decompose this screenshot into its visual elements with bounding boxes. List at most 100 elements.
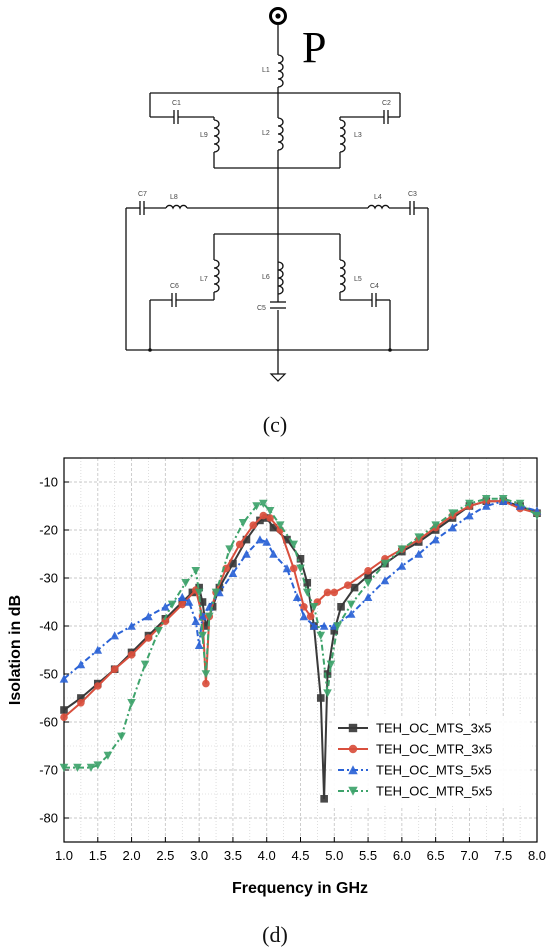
label-L9: L9 xyxy=(200,132,208,139)
series-TEH_OC_MTS_3x5 xyxy=(60,497,541,803)
data-point xyxy=(380,559,390,568)
data-point xyxy=(93,761,103,770)
data-point xyxy=(235,540,244,549)
data-point xyxy=(195,583,203,592)
data-point xyxy=(465,511,474,520)
data-point xyxy=(265,507,275,516)
data-point xyxy=(127,651,136,659)
label-L6: L6 xyxy=(262,274,270,281)
data-point xyxy=(259,499,268,508)
data-point xyxy=(516,502,524,510)
data-point xyxy=(262,514,271,522)
data-point xyxy=(414,538,423,546)
data-point xyxy=(144,631,153,640)
data-point xyxy=(313,598,322,606)
data-point xyxy=(364,567,372,575)
data-point xyxy=(448,514,457,522)
data-point xyxy=(515,501,525,510)
data-point xyxy=(228,568,238,577)
circuit-schematic: P L1 C1 C2 L9 L2 L3 C7 L8 L4 C3 xyxy=(125,7,429,437)
chart-grid xyxy=(63,457,538,843)
data-point xyxy=(266,514,274,522)
data-point xyxy=(381,555,389,563)
x-tick-label: 3.5 xyxy=(224,848,242,863)
data-point xyxy=(202,622,210,630)
data-point xyxy=(350,583,359,592)
data-point xyxy=(154,627,163,636)
data-point xyxy=(198,612,207,621)
chart-legend: TEH_OC_MTS_3x5 TEH_OC_MTR_3x5 TEH_OC_MTS_5… xyxy=(332,716,530,806)
data-point xyxy=(202,679,210,688)
legend-item: TEH_OC_MTS_5x5 xyxy=(338,763,492,778)
series-line xyxy=(63,500,538,680)
x-tick-label: 6.5 xyxy=(427,848,445,863)
label-C6: C6 xyxy=(170,283,179,290)
data-point xyxy=(269,549,278,558)
label-L8: L8 xyxy=(170,194,178,201)
data-point xyxy=(323,670,332,678)
x-tick-label: 5.5 xyxy=(359,848,377,863)
data-point xyxy=(310,622,318,630)
legend-box xyxy=(332,716,530,806)
data-point xyxy=(181,579,190,588)
label-L1: L1 xyxy=(262,67,270,74)
series-line xyxy=(63,500,538,718)
data-point xyxy=(482,497,491,505)
data-point xyxy=(302,588,312,597)
data-point xyxy=(229,559,237,568)
data-point xyxy=(498,495,508,504)
data-point xyxy=(330,588,339,597)
y-tick-label: -30 xyxy=(39,571,58,586)
data-point xyxy=(289,540,299,549)
data-point xyxy=(184,597,194,606)
data-point xyxy=(414,549,424,558)
legend-label: TEH_OC_MTR_5x5 xyxy=(376,784,492,799)
series-line xyxy=(64,497,538,769)
data-point xyxy=(93,682,102,690)
data-point xyxy=(178,598,187,606)
data-point xyxy=(198,612,207,621)
data-point xyxy=(212,588,220,597)
label-C1: C1 xyxy=(172,100,181,107)
data-point xyxy=(144,634,153,642)
data-point xyxy=(316,631,326,640)
data-point xyxy=(256,516,264,525)
data-point xyxy=(161,602,170,611)
data-point xyxy=(299,612,309,621)
data-point xyxy=(465,502,474,510)
data-point xyxy=(326,660,336,669)
data-point xyxy=(262,537,272,546)
data-point xyxy=(60,706,68,714)
data-point xyxy=(498,496,508,505)
data-point xyxy=(188,588,197,597)
data-point xyxy=(296,564,305,573)
data-point xyxy=(482,501,491,510)
data-point xyxy=(77,699,85,707)
data-point xyxy=(482,495,491,504)
series-line xyxy=(63,500,538,799)
data-point xyxy=(414,535,423,544)
legend-item: TEH_OC_MTR_5x5 xyxy=(338,784,492,799)
data-point xyxy=(110,665,119,673)
data-point xyxy=(346,609,356,618)
label-L4: L4 xyxy=(374,194,382,201)
x-tick-label: 6.0 xyxy=(393,848,411,863)
data-point xyxy=(363,579,373,588)
data-point xyxy=(381,559,389,568)
data-point xyxy=(296,555,305,563)
data-point xyxy=(60,713,68,721)
data-point xyxy=(533,509,541,517)
label-C7: C7 xyxy=(138,191,147,198)
data-point xyxy=(397,545,407,554)
data-point xyxy=(110,665,119,673)
data-point xyxy=(348,744,358,754)
data-point xyxy=(76,660,86,669)
data-point xyxy=(320,795,328,803)
data-point xyxy=(140,660,150,669)
y-tick-label: -80 xyxy=(39,811,58,826)
data-point xyxy=(198,631,207,640)
data-point xyxy=(215,583,224,592)
port-label: P xyxy=(302,23,326,72)
data-point xyxy=(215,588,224,597)
data-point xyxy=(448,511,457,520)
